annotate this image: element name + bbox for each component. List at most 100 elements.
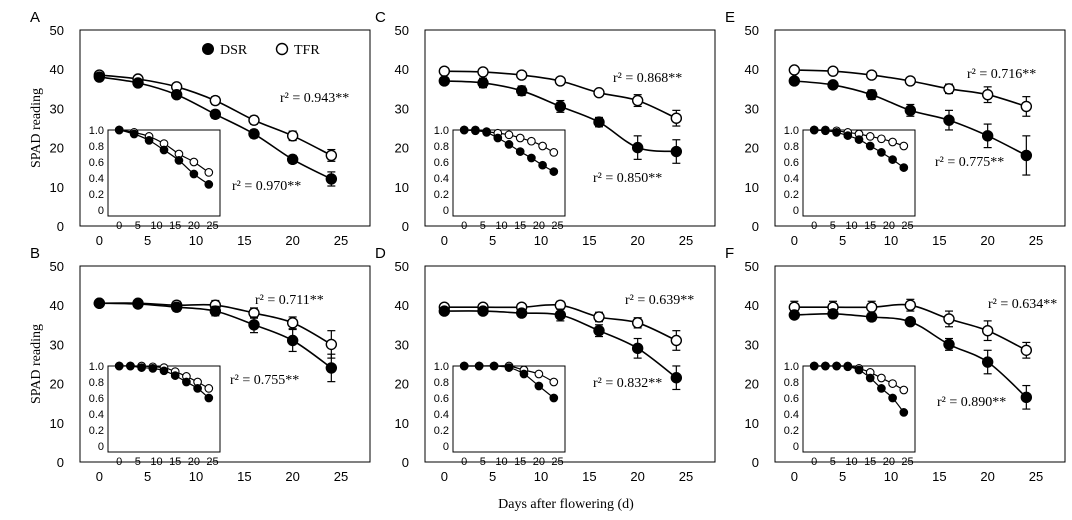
inset-y-tick-label: 1.0 (434, 125, 449, 137)
x-tick-label: 0 (441, 233, 448, 248)
inset-point-dsr (865, 373, 875, 383)
data-point-dsr (93, 297, 106, 309)
inset-point-dsr (504, 140, 514, 149)
inset-y-tick-label: 0.6 (89, 157, 104, 169)
data-point-tfr (438, 65, 451, 77)
inset-x-tick-label: 10 (845, 456, 857, 468)
inset-point-dsr (888, 155, 897, 164)
data-point-dsr (325, 362, 338, 374)
inset-point-tfr (515, 133, 525, 143)
legend-label-tfr: TFR (294, 43, 320, 58)
inset-y-tick-label: 0.8 (434, 377, 449, 389)
inset-y-tick-label: 1.0 (784, 361, 799, 373)
inset-y-tick-label: 0.2 (434, 189, 449, 201)
inset-x-tick-label: 10 (150, 220, 162, 232)
inset-point-dsr (148, 364, 158, 373)
inset-chart: 0 0.2 0.4 0.6 0.8 1.0 0 5 10 15 20 25 (89, 361, 221, 468)
inset-point-dsr (126, 361, 135, 371)
inset-y-tick-label: 0.4 (434, 173, 449, 185)
inset-point-dsr (114, 125, 124, 135)
x-tick-label: 20 (285, 233, 299, 248)
data-point-tfr (981, 88, 994, 101)
inset-y-tick-label: 0 (793, 441, 799, 453)
data-point-tfr (631, 94, 644, 107)
data-point-tfr (788, 64, 801, 76)
x-tick-label: 5 (144, 469, 151, 484)
inset-y-tick-label: 0.8 (784, 141, 799, 153)
r-squared-label: r² = 0.868** (613, 71, 682, 86)
inset-y-tick-label: 0.4 (434, 409, 449, 421)
data-point-dsr (788, 309, 801, 321)
inset-point-dsr (182, 377, 191, 387)
data-point-tfr (248, 114, 260, 126)
data-point-dsr (477, 77, 489, 89)
y-tick-label: 0 (752, 455, 759, 470)
r-squared-label: r² = 0.639** (625, 293, 694, 308)
inset-point-dsr (865, 141, 875, 151)
inset-y-tick-label: 0.8 (434, 141, 449, 153)
plot-frame (79, 265, 371, 463)
r-squared-label: r² = 0.634** (988, 297, 1057, 312)
inset-x-tick-label: 0 (811, 220, 817, 232)
plot-frame (424, 29, 716, 227)
inset-point-dsr (189, 169, 199, 179)
inset-point-dsr (854, 135, 864, 144)
inset-y-tick-label: 0.6 (434, 393, 449, 405)
inset-y-tick-label: 0.8 (89, 377, 104, 389)
y-tick-label: 50 (745, 259, 759, 274)
inset-frame (802, 129, 916, 217)
inset-y-tick-label: 0.6 (434, 157, 449, 169)
data-point-dsr (248, 128, 260, 140)
inset-point-dsr (204, 180, 214, 189)
x-tick-label: 5 (839, 469, 846, 484)
inset-x-tick-label: 20 (188, 456, 200, 468)
x-tick-label: 20 (285, 469, 299, 484)
inset-point-dsr (459, 361, 469, 371)
data-point-dsr (515, 85, 528, 97)
inset-y-tick-label: 0.8 (784, 377, 799, 389)
x-tick-label: 15 (582, 469, 596, 484)
x-tick-label: 5 (489, 469, 496, 484)
inset-point-tfr (899, 385, 909, 395)
data-point-tfr (904, 299, 917, 311)
data-point-dsr (554, 309, 567, 321)
inset-point-dsr (877, 384, 886, 393)
data-point-dsr (904, 315, 917, 328)
inset-point-tfr (189, 157, 199, 167)
inset-y-tick-label: 0.2 (89, 189, 104, 201)
r-squared-label: r² = 0.850** (593, 171, 662, 186)
y-tick-label: 20 (395, 377, 409, 392)
y-tick-label: 10 (395, 180, 409, 195)
panel-letter: B (30, 245, 40, 262)
y-tick-label: 20 (745, 141, 759, 156)
x-tick-label: 25 (1029, 233, 1043, 248)
data-point-tfr (286, 130, 299, 142)
inset-x-tick-label: 10 (495, 456, 507, 468)
plot-frame (774, 265, 1066, 463)
inset-x-tick-label: 0 (116, 456, 122, 468)
inset-point-tfr (534, 369, 544, 379)
inset-x-tick-label: 5 (480, 456, 486, 468)
inset-point-tfr (888, 137, 897, 147)
y-tick-label: 50 (395, 259, 409, 274)
x-tick-label: 10 (534, 469, 548, 484)
data-point-tfr (325, 338, 338, 351)
data-point-dsr (132, 298, 144, 310)
data-point-tfr (827, 65, 839, 77)
inset-chart: 0 0.2 0.4 0.6 0.8 1.0 0 5 10 15 20 25 (89, 125, 221, 232)
inset-point-dsr (549, 167, 559, 176)
data-point-dsr (904, 104, 917, 117)
inset-point-dsr (843, 131, 853, 140)
inset-y-tick-label: 1.0 (434, 361, 449, 373)
data-point-dsr (865, 311, 878, 323)
inset-y-tick-label: 0.2 (784, 425, 799, 437)
inset-x-tick-label: 10 (150, 456, 162, 468)
inset-point-tfr (865, 132, 875, 141)
inset-x-tick-label: 15 (864, 220, 876, 232)
inset-point-dsr (877, 148, 886, 157)
inset-point-dsr (144, 136, 154, 145)
data-point-dsr (827, 308, 839, 320)
